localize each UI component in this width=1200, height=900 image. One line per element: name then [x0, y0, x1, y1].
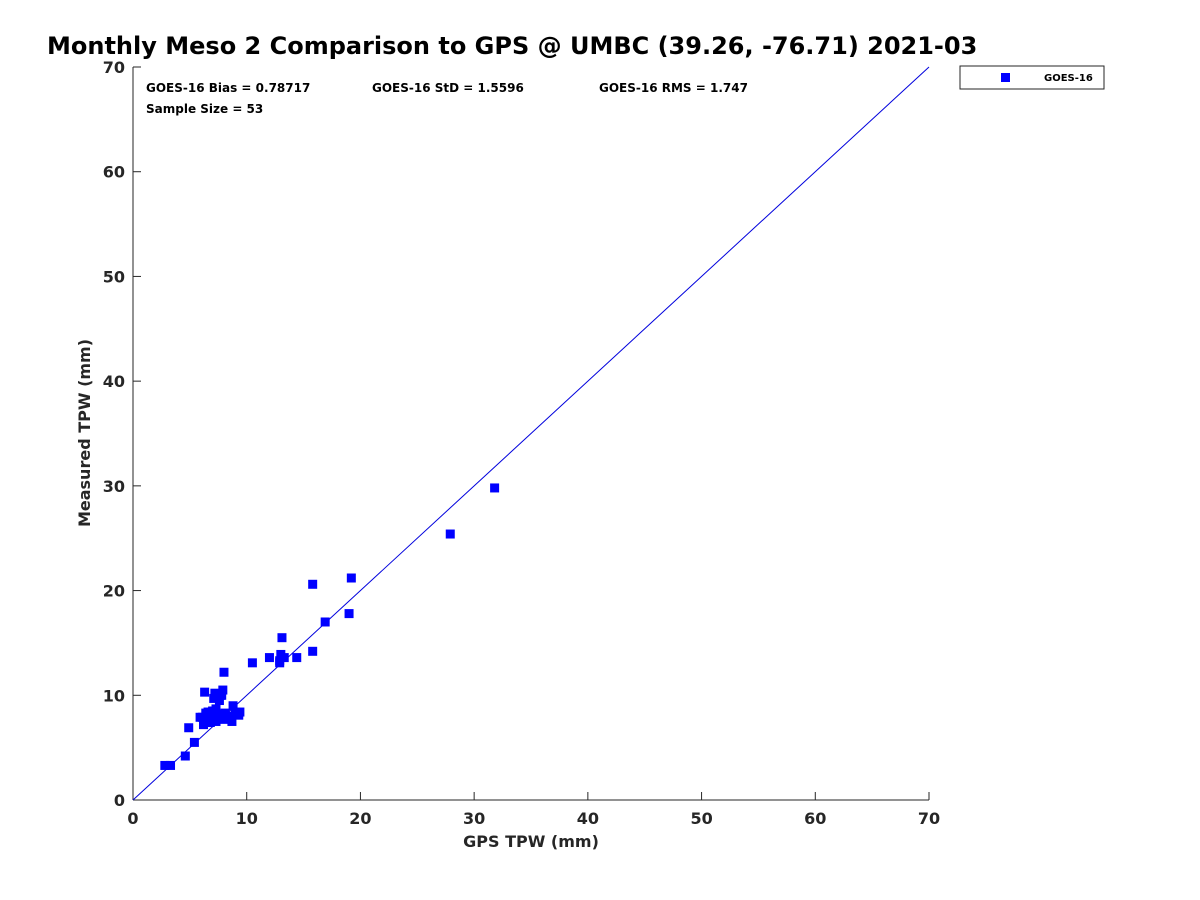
- stat-sample-size: Sample Size = 53: [146, 102, 263, 116]
- data-point: [199, 720, 209, 730]
- x-axis-label: GPS TPW (mm): [463, 832, 599, 851]
- x-tick-label: 0: [127, 809, 138, 828]
- data-point: [189, 737, 199, 747]
- y-tick-label: 60: [103, 163, 125, 182]
- one-to-one-line: [132, 66, 930, 801]
- chart-title: Monthly Meso 2 Comparison to GPS @ UMBC …: [47, 32, 977, 60]
- y-tick-label: 20: [103, 582, 125, 601]
- data-point: [184, 723, 194, 733]
- data-point: [226, 712, 236, 722]
- data-point: [247, 658, 257, 668]
- data-point: [214, 696, 224, 706]
- stat-std: GOES-16 StD = 1.5596: [372, 81, 524, 95]
- y-tick-label: 70: [103, 58, 125, 77]
- x-tick-label: 70: [918, 809, 940, 828]
- data-point: [275, 656, 285, 666]
- legend-marker: [1001, 73, 1010, 82]
- x-tick-label: 40: [577, 809, 599, 828]
- y-tick-label: 10: [103, 686, 125, 705]
- data-point: [279, 653, 289, 663]
- data-point: [216, 690, 226, 700]
- data-point: [200, 687, 210, 697]
- data-point: [277, 633, 287, 643]
- data-point: [197, 712, 207, 722]
- data-point: [320, 617, 330, 627]
- data-point: [218, 685, 228, 695]
- data-point: [180, 751, 190, 761]
- stat-rms: GOES-16 RMS = 1.747: [599, 81, 748, 95]
- legend: GOES-16: [959, 65, 1105, 90]
- data-point: [346, 573, 356, 583]
- data-point: [264, 653, 274, 663]
- data-point: [490, 483, 500, 493]
- data-point: [203, 707, 213, 717]
- data-point: [292, 653, 302, 663]
- y-tick-label: 30: [103, 477, 125, 496]
- data-point: [166, 760, 176, 770]
- axes: [132, 67, 929, 801]
- ticks: 0 10 20 30 40 50 60 70 0 10 20 30 40 50 60 70: [103, 58, 940, 828]
- data-point: [228, 701, 238, 711]
- data-point: [205, 718, 215, 728]
- data-point: [210, 688, 220, 698]
- legend-label: GOES-16: [1044, 73, 1093, 84]
- data-point: [213, 712, 223, 722]
- y-axis-label: Measured TPW (mm): [75, 339, 94, 527]
- stat-bias: GOES-16 Bias = 0.78717: [146, 81, 310, 95]
- y-tick-label: 0: [114, 791, 125, 810]
- x-tick-label: 50: [690, 809, 712, 828]
- data-point: [209, 693, 219, 703]
- y-tick-label: 40: [103, 372, 125, 391]
- data-point: [308, 579, 318, 589]
- data-point: [219, 667, 229, 677]
- x-tick-label: 10: [236, 809, 258, 828]
- data-points: [160, 483, 500, 770]
- data-point: [308, 646, 318, 656]
- y-tick-label: 50: [103, 267, 125, 286]
- data-point: [445, 529, 455, 539]
- x-tick-label: 20: [349, 809, 371, 828]
- data-point: [160, 760, 170, 770]
- x-tick-label: 30: [463, 809, 485, 828]
- data-point: [209, 710, 219, 720]
- x-tick-label: 60: [804, 809, 826, 828]
- data-point: [235, 707, 245, 717]
- legend-box: [959, 65, 1105, 90]
- data-point: [344, 609, 354, 619]
